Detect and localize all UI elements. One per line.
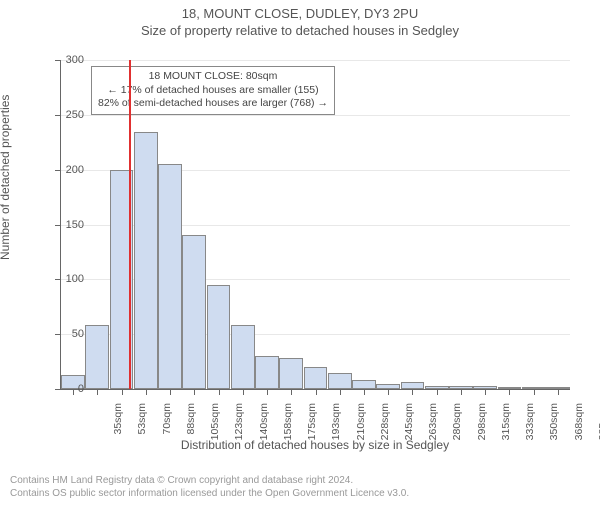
marker-line [129,60,131,389]
y-tick [55,115,61,116]
y-tick-label: 50 [72,328,84,340]
histogram-bar [85,325,109,389]
x-tick-label: 158sqm [282,403,294,453]
annotation-line: 18 MOUNT CLOSE: 80sqm [98,70,328,84]
histogram-bar [255,356,279,389]
page-subtitle: Size of property relative to detached ho… [0,23,600,38]
x-tick-label: 280sqm [451,403,463,453]
x-tick-label: 35sqm [112,403,124,453]
x-tick [73,389,74,395]
x-tick-label: 315sqm [500,403,512,453]
histogram-bar [231,325,255,389]
footer-line: Contains HM Land Registry data © Crown c… [10,474,409,487]
gridline [61,60,570,61]
x-tick-label: 263sqm [427,403,439,453]
y-tick [55,389,61,390]
x-tick [485,389,486,395]
x-tick [534,389,535,395]
footer-line: Contains OS public sector information li… [10,487,409,500]
histogram-bar [134,132,158,389]
x-tick [437,389,438,395]
histogram-bar [401,382,425,389]
y-tick [55,170,61,171]
x-tick [291,389,292,395]
x-tick [122,389,123,395]
histogram-bar [279,358,303,389]
x-tick-label: 245sqm [403,403,415,453]
x-tick-label: 123sqm [233,403,245,453]
footer: Contains HM Land Registry data © Crown c… [10,474,409,500]
x-tick-label: 350sqm [548,403,560,453]
annotation-line: ← 17% of detached houses are smaller (15… [98,84,328,98]
y-tick [55,279,61,280]
histogram-bar [207,285,231,389]
x-tick-label: 298sqm [476,403,488,453]
histogram-bar [352,380,376,389]
y-tick-label: 0 [78,383,84,395]
x-tick-label: 70sqm [161,403,173,453]
x-tick [146,389,147,395]
x-tick-label: 228sqm [379,403,391,453]
x-tick [364,389,365,395]
y-tick [55,60,61,61]
x-tick [267,389,268,395]
annotation-box: 18 MOUNT CLOSE: 80sqm ← 17% of detached … [91,66,335,115]
x-tick-label: 175sqm [306,403,318,453]
histogram-bar [182,235,206,389]
x-tick-label: 140sqm [258,403,270,453]
y-tick-label: 300 [66,54,84,66]
x-tick [388,389,389,395]
x-tick-label: 193sqm [330,403,342,453]
x-tick [461,389,462,395]
x-tick-label: 105sqm [209,403,221,453]
gridline [61,115,570,116]
y-tick-label: 100 [66,273,84,285]
x-tick [219,389,220,395]
x-tick [558,389,559,395]
x-tick-label: 333sqm [524,403,536,453]
x-tick [194,389,195,395]
y-tick [55,334,61,335]
histogram-bar [328,373,352,389]
y-tick-label: 200 [66,164,84,176]
x-tick-label: 210sqm [355,403,367,453]
x-tick [170,389,171,395]
x-tick [243,389,244,395]
annotation-line: 82% of semi-detached houses are larger (… [98,97,328,111]
y-tick-label: 150 [66,219,84,231]
x-tick [97,389,98,395]
histogram-bar [158,164,182,389]
plot-area: 18 MOUNT CLOSE: 80sqm ← 17% of detached … [60,60,570,390]
x-tick [509,389,510,395]
x-tick-label: 368sqm [573,403,585,453]
x-tick [316,389,317,395]
x-tick [412,389,413,395]
x-tick-label: 88sqm [185,403,197,453]
chart-container: Number of detached properties 18 MOUNT C… [0,50,600,450]
y-axis-label: Number of detached properties [0,95,12,260]
x-tick-label: 53sqm [136,403,148,453]
page-title: 18, MOUNT CLOSE, DUDLEY, DY3 2PU [0,6,600,21]
x-tick [340,389,341,395]
histogram-bar [304,367,328,389]
y-tick-label: 250 [66,109,84,121]
y-tick [55,225,61,226]
